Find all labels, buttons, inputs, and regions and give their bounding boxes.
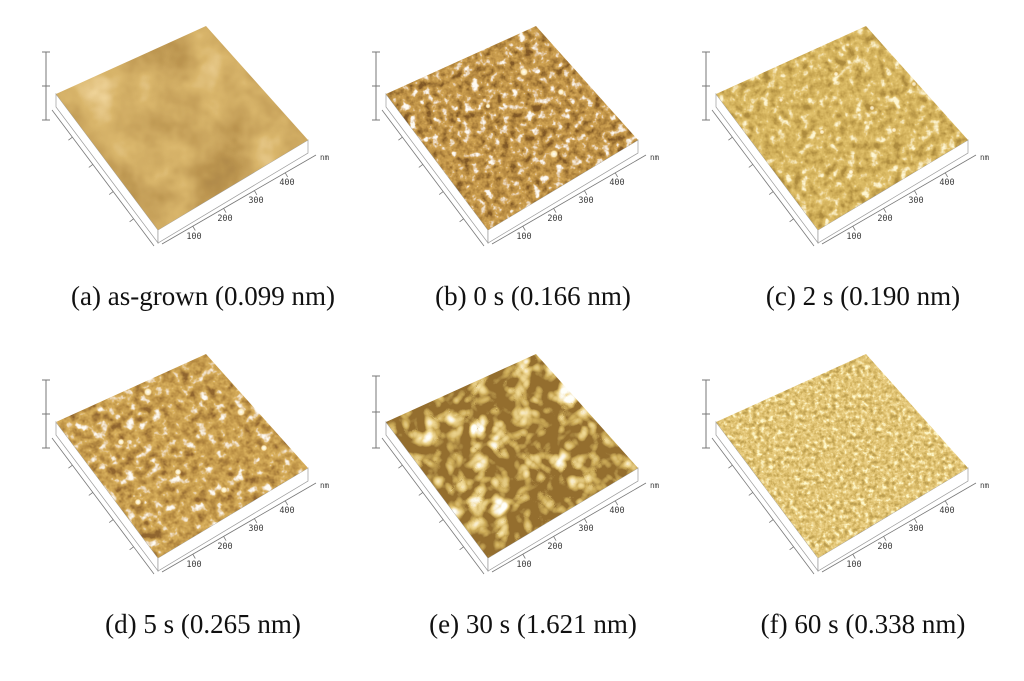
axis-tick-label: 400 bbox=[609, 506, 624, 516]
x-axis bbox=[711, 109, 814, 247]
axis-tick-label: 200 bbox=[217, 214, 232, 224]
axis-tick-label: 100 bbox=[516, 560, 531, 570]
axis-tick-label: 100 bbox=[846, 560, 861, 570]
axis-tick-label: 300 bbox=[248, 524, 263, 534]
axis-tick-label: 400 bbox=[609, 178, 624, 188]
axis-tick-label: 200 bbox=[877, 214, 892, 224]
y-axis: 100 200 300 400 nm bbox=[161, 481, 330, 573]
z-axis bbox=[41, 51, 50, 121]
z-axis bbox=[41, 379, 50, 449]
axis-tick-label: 100 bbox=[186, 232, 201, 242]
x-axis bbox=[381, 109, 484, 247]
panel-caption-a: (a) as-grown (0.099 nm) bbox=[71, 281, 335, 311]
z-axis bbox=[701, 51, 710, 121]
axis-tick-label: 100 bbox=[846, 232, 861, 242]
y-axis: 100 200 300 400 nm bbox=[491, 153, 660, 245]
afm-3d-plot-e: 100 200 300 400 nm bbox=[371, 354, 660, 575]
afm-panel-b: 100 200 300 400 nm (b) 0 s (0.166 nm) bbox=[348, 12, 678, 312]
axis-tick-label: 300 bbox=[908, 196, 923, 206]
axis-unit-label: nm bbox=[320, 481, 330, 490]
bright-particles bbox=[116, 387, 279, 506]
y-axis: 100 200 300 400 nm bbox=[161, 153, 330, 245]
afm-surface bbox=[385, 26, 638, 230]
y-axis: 100 200 300 400 nm bbox=[821, 481, 990, 573]
panel-caption-d: (d) 5 s (0.265 nm) bbox=[105, 609, 301, 639]
plot-box-sides bbox=[55, 420, 308, 573]
axis-tick-label: 200 bbox=[547, 214, 562, 224]
bright-particles bbox=[778, 71, 917, 175]
axis-tick-label: 200 bbox=[547, 542, 562, 552]
axis-tick-label: 300 bbox=[578, 196, 593, 206]
afm-3d-plot-b: 100 200 300 400 nm bbox=[371, 26, 660, 247]
axis-tick-label: 100 bbox=[186, 560, 201, 570]
y-axis: 100 200 300 400 nm bbox=[821, 153, 990, 245]
axis-unit-label: nm bbox=[650, 153, 660, 162]
afm-figure-grid: 100 200 300 400 nm (a) as-grown (0.099 n… bbox=[18, 12, 1008, 640]
afm-surface bbox=[715, 354, 968, 558]
afm-panel-d: 100 200 300 400 nm (d) 5 s (0.265 nm) bbox=[18, 340, 348, 640]
axis-unit-label: nm bbox=[650, 481, 660, 490]
afm-3d-plot-a: 100 200 300 400 nm bbox=[41, 26, 330, 247]
axis-tick-label: 200 bbox=[217, 542, 232, 552]
afm-surface bbox=[385, 354, 638, 558]
afm-panel-e: 100 200 300 400 nm (e) 30 s (1.621 nm) bbox=[348, 340, 678, 640]
panel-caption-b: (b) 0 s (0.166 nm) bbox=[435, 281, 631, 311]
axis-tick-label: 400 bbox=[939, 178, 954, 188]
afm-panel-f: 100 200 300 400 nm (f) 60 s (0.338 nm) bbox=[678, 340, 1008, 640]
axis-tick-label: 100 bbox=[516, 232, 531, 242]
axis-unit-label: nm bbox=[980, 153, 990, 162]
afm-3d-plot-f: 100 200 300 400 nm bbox=[701, 354, 990, 575]
plot-box-sides bbox=[715, 92, 968, 245]
afm-panel-c: 100 200 300 400 nm (c) 2 s (0.190 nm) bbox=[678, 12, 1008, 312]
panel-caption-e: (e) 30 s (1.621 nm) bbox=[429, 609, 637, 639]
y-axis: 100 200 300 400 nm bbox=[491, 481, 660, 573]
axis-unit-label: nm bbox=[980, 481, 990, 490]
plot-box-sides bbox=[715, 420, 968, 573]
axis-tick-label: 400 bbox=[279, 178, 294, 188]
panel-caption-c: (c) 2 s (0.190 nm) bbox=[765, 281, 961, 311]
z-axis bbox=[371, 51, 380, 121]
panel-caption-f: (f) 60 s (0.338 nm) bbox=[760, 609, 966, 639]
afm-3d-plot-d: 100 200 300 400 nm bbox=[41, 354, 330, 575]
x-axis bbox=[51, 109, 154, 247]
afm-surface bbox=[55, 26, 308, 230]
axis-tick-label: 400 bbox=[939, 506, 954, 516]
bright-particles bbox=[484, 67, 565, 159]
x-axis bbox=[381, 437, 484, 575]
afm-panel-a: 100 200 300 400 nm (a) as-grown (0.099 n… bbox=[18, 12, 348, 312]
x-axis bbox=[711, 437, 814, 575]
afm-surface bbox=[55, 354, 308, 558]
afm-3d-plot-c: 100 200 300 400 nm bbox=[701, 26, 990, 247]
z-axis bbox=[371, 375, 380, 449]
axis-tick-label: 300 bbox=[908, 524, 923, 534]
axis-tick-label: 300 bbox=[248, 196, 263, 206]
z-axis bbox=[701, 379, 710, 449]
afm-surface bbox=[715, 26, 968, 230]
axis-tick-label: 400 bbox=[279, 506, 294, 516]
x-axis bbox=[51, 437, 154, 575]
axis-tick-label: 300 bbox=[578, 524, 593, 534]
axis-tick-label: 200 bbox=[877, 542, 892, 552]
axis-unit-label: nm bbox=[320, 153, 330, 162]
